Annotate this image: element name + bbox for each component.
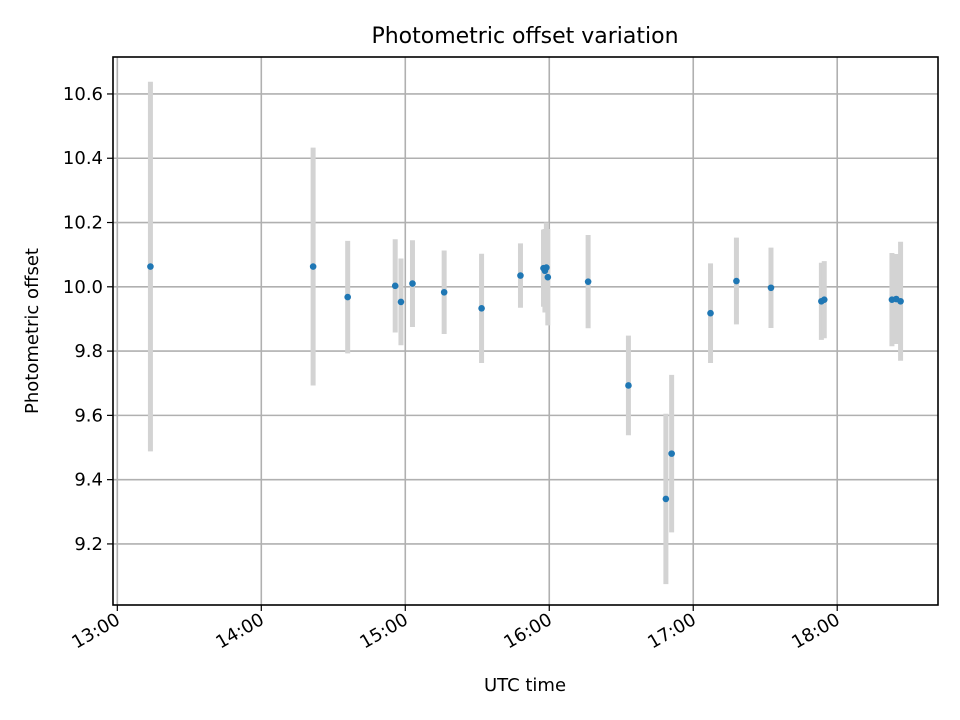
data-point bbox=[440, 288, 448, 296]
y-tick-label: 9.4 bbox=[74, 470, 103, 491]
data-point bbox=[897, 297, 904, 305]
data-point bbox=[478, 305, 485, 312]
data-point bbox=[662, 495, 670, 503]
data-point bbox=[397, 298, 405, 306]
x-tick-label: 17:00 bbox=[644, 609, 699, 653]
data-point bbox=[625, 382, 632, 389]
y-tick-label: 10.2 bbox=[63, 213, 103, 234]
data-points bbox=[147, 263, 904, 503]
y-tick-label: 9.2 bbox=[74, 534, 103, 555]
data-point bbox=[733, 277, 740, 285]
y-tick-label: 10.0 bbox=[63, 277, 103, 298]
y-tick-label: 10.6 bbox=[63, 84, 103, 105]
y-tick-label: 10.4 bbox=[63, 148, 103, 169]
data-point bbox=[517, 272, 524, 279]
y-tick-label: 9.6 bbox=[74, 405, 103, 426]
data-point bbox=[820, 296, 828, 303]
data-point bbox=[344, 293, 351, 301]
x-tick-label: 18:00 bbox=[788, 609, 843, 653]
data-point bbox=[544, 273, 552, 281]
data-point bbox=[543, 264, 550, 271]
y-tick-label: 9.8 bbox=[74, 341, 103, 362]
plot-frame bbox=[112, 56, 939, 606]
x-tick-label: 16:00 bbox=[500, 609, 555, 653]
chart-title: Photometric offset variation bbox=[371, 24, 678, 49]
data-point bbox=[309, 263, 317, 270]
y-axis-label: Photometric offset bbox=[22, 248, 43, 414]
grid bbox=[113, 57, 938, 605]
data-point bbox=[409, 280, 416, 287]
data-point bbox=[391, 282, 399, 290]
x-tick-label: 13:00 bbox=[68, 609, 123, 653]
error-bars bbox=[147, 81, 904, 585]
data-point bbox=[584, 278, 592, 285]
data-point bbox=[707, 309, 714, 317]
data-point bbox=[668, 450, 675, 457]
data-point bbox=[147, 263, 154, 270]
x-axis-label: UTC time bbox=[484, 675, 566, 696]
x-tick-label: 14:00 bbox=[212, 609, 267, 653]
ticks: 13:00 14:00 15:00 16:00 17:00 18:00 9.2 9.4 9.6 9… bbox=[63, 84, 844, 653]
data-point bbox=[767, 284, 775, 292]
x-tick-label: 15:00 bbox=[356, 609, 411, 653]
